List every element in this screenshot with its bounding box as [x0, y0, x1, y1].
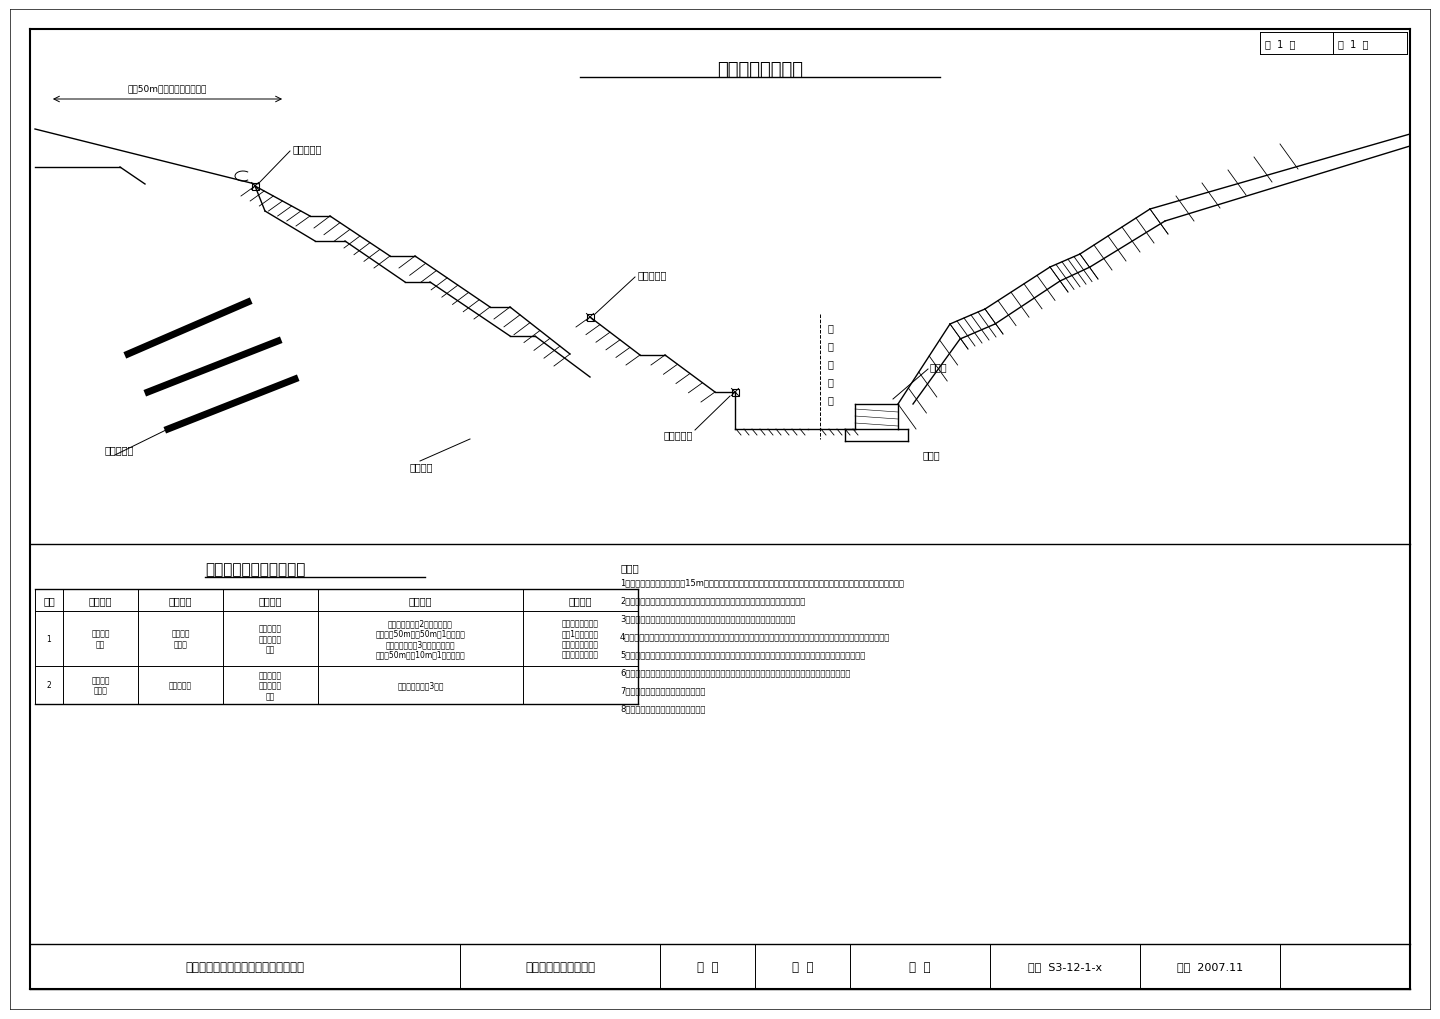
Text: 抗滑桩变
形监测: 抗滑桩变 形监测	[91, 676, 109, 695]
Text: 高边坡、火
爆坡岩坡、
滑坡: 高边坡、火 爆坡岩坡、 滑坡	[259, 671, 282, 700]
Text: 中: 中	[828, 359, 834, 369]
Bar	[586, 314, 593, 321]
Text: 挡墙桩: 挡墙桩	[923, 449, 940, 460]
Text: 监测周期: 监测周期	[569, 595, 592, 605]
Text: 锚固板桩: 锚固板桩	[410, 462, 433, 472]
Text: 7、监测工作点由专业监测单位承担。: 7、监测工作点由专业监测单位承担。	[621, 686, 706, 695]
Bar	[732, 389, 739, 396]
Text: 位移监测桩: 位移监测桩	[168, 681, 192, 690]
Text: 每个工点不少于3个。: 每个工点不少于3个。	[397, 681, 444, 690]
Bar	[252, 183, 259, 191]
Text: 监测项目、数量、周期表: 监测项目、数量、周期表	[204, 561, 305, 577]
Text: 高边坡、火
爆坡岩坡、
滑坡: 高边坡、火 爆坡岩坡、 滑坡	[259, 624, 282, 654]
Text: 线: 线	[828, 323, 834, 332]
Text: 第  1  页: 第 1 页	[1264, 39, 1296, 49]
Text: 复  核: 复 核	[792, 960, 814, 973]
Text: 1、本图适用于边坡高度大于15m的高边坡、滑坡、火爆岩岩坡及滑坡监测；监测项目主要包括坡表位移、抗滑桩变形监测。: 1、本图适用于边坡高度大于15m的高边坡、滑坡、火爆岩岩坡及滑坡监测；监测项目主…	[621, 578, 904, 587]
Text: 位移监测桩: 位移监测桩	[664, 430, 693, 439]
Text: 坡表位移
监测: 坡表位移 监测	[91, 629, 109, 648]
Text: 5、监控数据调查应采用光电测距仪水平仪进行，监测资料应专程记录案，监控测量基坐点应用工平面控制后。: 5、监控数据调查应采用光电测距仪水平仪进行，监测资料应专程记录案，监控测量基坐点…	[621, 650, 865, 659]
Text: 审  核: 审 核	[909, 960, 930, 973]
Text: 位移监测桩: 位移监测桩	[638, 270, 667, 280]
Text: 8、监测工作点由专业监测单位承担。: 8、监测工作点由专业监测单位承担。	[621, 704, 706, 713]
Text: 测试数量: 测试数量	[409, 595, 432, 605]
Text: 线: 线	[828, 394, 834, 405]
Text: 每个工点不少于2个断面，边坡
长度大于50m，取50m测1线断面，
每个断面不少于3个测桩，边坡长
度大于50m，取10m增1个监测桩。: 每个工点不少于2个断面，边坡 长度大于50m，取50m测1线断面， 每个断面不少…	[376, 619, 465, 659]
Text: 监测项目: 监测项目	[89, 595, 112, 605]
Text: 3、测试元件和各监测点应满足各监测项目精度要求，并具有良好的稳定性能。: 3、测试元件和各监测点应满足各监测项目精度要求，并具有良好的稳定性能。	[621, 613, 795, 623]
Text: 4、监定调查点及测对象项和分析，监测结采用于指导施工，观察千变化调管管松及以求赴推进加以弥失，确保工程安全。: 4、监定调查点及测对象项和分析，监测结采用于指导施工，观察千变化调管管松及以求赴…	[621, 632, 890, 641]
Text: 2、依靠桩基浇灌平固，直采用混凝浆混凝土制作，抗滑桩上可安置顶面钢楔形孔。: 2、依靠桩基浇灌平固，直采用混凝浆混凝土制作，抗滑桩上可安置顶面钢楔形孔。	[621, 596, 805, 605]
Text: 预应力锚索: 预应力锚索	[105, 444, 134, 454]
Text: 位移桩: 位移桩	[930, 362, 948, 372]
Text: 至少50m范围内进行地面调查: 至少50m范围内进行地面调查	[128, 85, 207, 94]
Text: 监测点断面布置图: 监测点断面布置图	[717, 61, 804, 78]
Text: 备注：: 备注：	[621, 562, 639, 573]
Text: 位移监测桩: 位移监测桩	[292, 144, 323, 154]
Text: 序号: 序号	[43, 595, 55, 605]
Text: 1: 1	[46, 635, 52, 643]
Text: 共  1  页: 共 1 页	[1338, 39, 1368, 49]
Text: 2: 2	[46, 681, 52, 690]
Text: 心: 心	[828, 377, 834, 386]
Text: 石柱县石柏公路县境至三店互通连接线: 石柱县石柏公路县境至三店互通连接线	[186, 960, 304, 973]
Text: 6、各竖让对开元应反用进行检测、按顶调期。判断无需变更设计后施工驾护工程，尤要下一般展开整。: 6、各竖让对开元应反用进行检测、按顶调期。判断无需变更设计后施工驾护工程，尤要下…	[621, 667, 851, 677]
Text: 路: 路	[828, 340, 834, 351]
Text: 施工阶段测定施工
要求1年，监测频
率一次，年后监测
一次，加密监测。: 施工阶段测定施工 要求1年，监测频 率一次，年后监测 一次，加密监测。	[562, 619, 599, 659]
Text: 使用条件: 使用条件	[259, 595, 282, 605]
Text: 设  计: 设 计	[697, 960, 719, 973]
Text: 边坡监测点断面布置图: 边坡监测点断面布置图	[526, 960, 595, 973]
Text: 坡表位移
监测桩: 坡表位移 监测桩	[171, 629, 190, 648]
Text: 图号  S3-12-1-x: 图号 S3-12-1-x	[1028, 962, 1102, 971]
Text: 日期  2007.11: 日期 2007.11	[1176, 962, 1243, 971]
Text: 测试元件: 测试元件	[168, 595, 193, 605]
